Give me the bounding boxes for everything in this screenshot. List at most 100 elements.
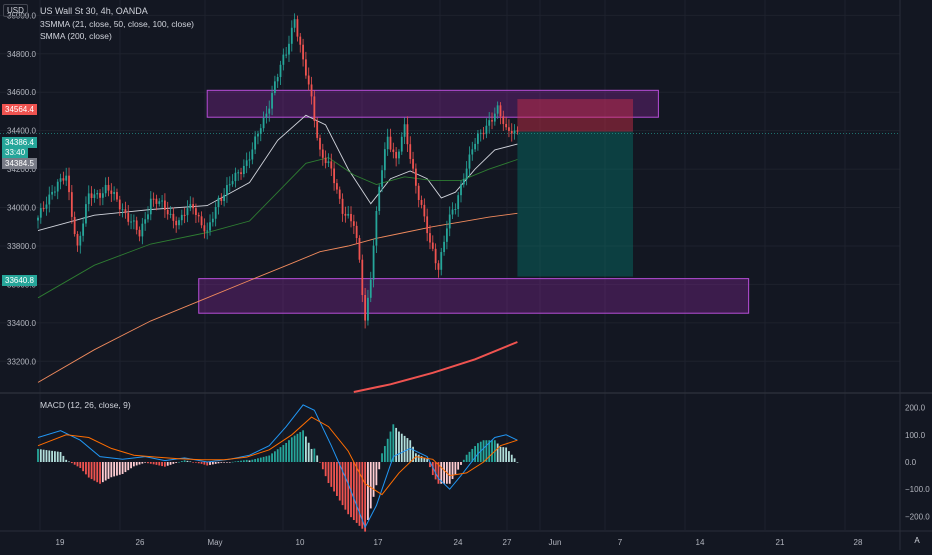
stop-price-tag: 34564.4 — [2, 104, 37, 115]
macd-histogram-bar — [434, 462, 437, 480]
candle-body — [336, 183, 338, 190]
macd-histogram-bar — [110, 462, 113, 478]
candle-body — [135, 220, 138, 230]
macd-histogram-bar — [448, 462, 451, 484]
macd-histogram-bar — [305, 436, 307, 462]
candle-body — [65, 175, 68, 181]
macd-histogram-bar — [361, 462, 364, 529]
candle-body — [302, 44, 304, 60]
price-tick-label: 34400.0 — [7, 127, 36, 136]
macd-histogram-bar — [203, 462, 206, 465]
macd-histogram-bar — [395, 427, 398, 462]
time-tick-label: 19 — [56, 538, 65, 547]
macd-histogram-bar — [101, 462, 104, 483]
macd-histogram-bar — [48, 450, 51, 462]
candle-body — [104, 184, 107, 194]
candle-body — [460, 184, 462, 196]
macd-histogram-bar — [147, 462, 149, 464]
macd-histogram-bar — [310, 448, 313, 462]
candle-body — [389, 136, 392, 150]
price-tick-label: 33400.0 — [7, 319, 36, 328]
macd-histogram-bar — [479, 441, 482, 462]
candle-body — [479, 132, 482, 134]
macd-histogram-bar — [161, 462, 163, 467]
candle-body — [161, 200, 163, 202]
candle-body — [471, 149, 474, 155]
macd-histogram-bar — [372, 462, 375, 497]
macd-histogram-bar — [330, 462, 333, 487]
auto-scale-icon[interactable]: A — [914, 536, 920, 545]
candle-body — [121, 209, 124, 211]
candle-body — [166, 209, 169, 215]
candle-body — [319, 137, 321, 150]
indicator-legend-3smma[interactable]: 3SMMA (21, close, 50, close, 100, close) — [40, 19, 195, 29]
candle-body — [93, 194, 96, 199]
candle-body — [54, 191, 56, 193]
macd-histogram-bar — [54, 451, 56, 462]
candle-body — [333, 168, 335, 184]
candle-body — [381, 170, 383, 187]
macd-histogram-bar — [99, 462, 101, 484]
candle-body — [248, 159, 251, 161]
candle-body — [330, 161, 333, 169]
macd-tick-label: 100.0 — [905, 431, 926, 440]
macd-histogram-bar — [175, 462, 178, 463]
time-tick-label: 21 — [776, 538, 785, 547]
macd-histogram-bar — [288, 440, 290, 462]
macd-histogram-bar — [158, 462, 161, 466]
zone-support — [198, 278, 750, 314]
macd-histogram-bar — [56, 451, 59, 462]
macd-histogram-bar — [367, 462, 369, 521]
time-tick-label: 7 — [618, 538, 623, 547]
indicator-legend-smma[interactable]: SMMA (200, close) — [40, 31, 112, 41]
macd-histogram-bar — [437, 462, 440, 484]
macd-histogram-bar — [271, 453, 273, 462]
macd-histogram-bar — [79, 462, 82, 468]
candle-body — [350, 213, 352, 222]
macd-histogram-bar — [209, 462, 211, 465]
candle-body — [257, 133, 259, 137]
candle-body — [158, 201, 161, 204]
macd-histogram-bar — [299, 432, 302, 462]
macd-histogram-bar — [485, 440, 488, 462]
candle-body — [107, 184, 110, 191]
time-tick-label: May — [207, 538, 222, 547]
macd-histogram-bar — [392, 424, 395, 462]
candle-body — [96, 193, 99, 195]
candle-body — [169, 213, 172, 215]
candle-body — [505, 123, 508, 128]
candle-body — [423, 204, 426, 217]
candle-body — [437, 263, 440, 270]
ma-line-1 — [37, 157, 518, 299]
currency-badge[interactable]: USD — [3, 4, 28, 17]
macd-histogram-bar — [206, 462, 209, 466]
candle-body — [73, 216, 76, 234]
macd-histogram-bar — [457, 462, 460, 470]
candle-body — [290, 27, 293, 44]
macd-histogram-bar — [477, 443, 479, 462]
candle-body — [448, 214, 451, 229]
candle-body — [499, 105, 502, 117]
candle-body — [429, 233, 431, 243]
candle-body — [70, 192, 73, 217]
candle-body — [183, 214, 186, 216]
macd-histogram-bar — [465, 454, 468, 462]
candle-body — [508, 127, 510, 131]
macd-histogram-bar — [336, 462, 338, 496]
candle-body — [462, 179, 465, 185]
macd-legend[interactable]: MACD (12, 26, close, 9) — [40, 400, 131, 410]
candle-body — [516, 130, 519, 132]
macd-histogram-bar — [403, 435, 406, 462]
macd-histogram-bar — [197, 462, 200, 464]
candle-body — [496, 105, 499, 114]
candle-body — [110, 190, 113, 194]
macd-histogram-bar — [240, 460, 242, 462]
macd-histogram-bar — [338, 462, 341, 501]
macd-histogram-bar — [73, 462, 76, 465]
macd-histogram-bar — [169, 462, 172, 465]
candle-body — [316, 121, 319, 138]
macd-histogram-bar — [127, 462, 130, 471]
time-tick-label: 14 — [696, 538, 705, 547]
